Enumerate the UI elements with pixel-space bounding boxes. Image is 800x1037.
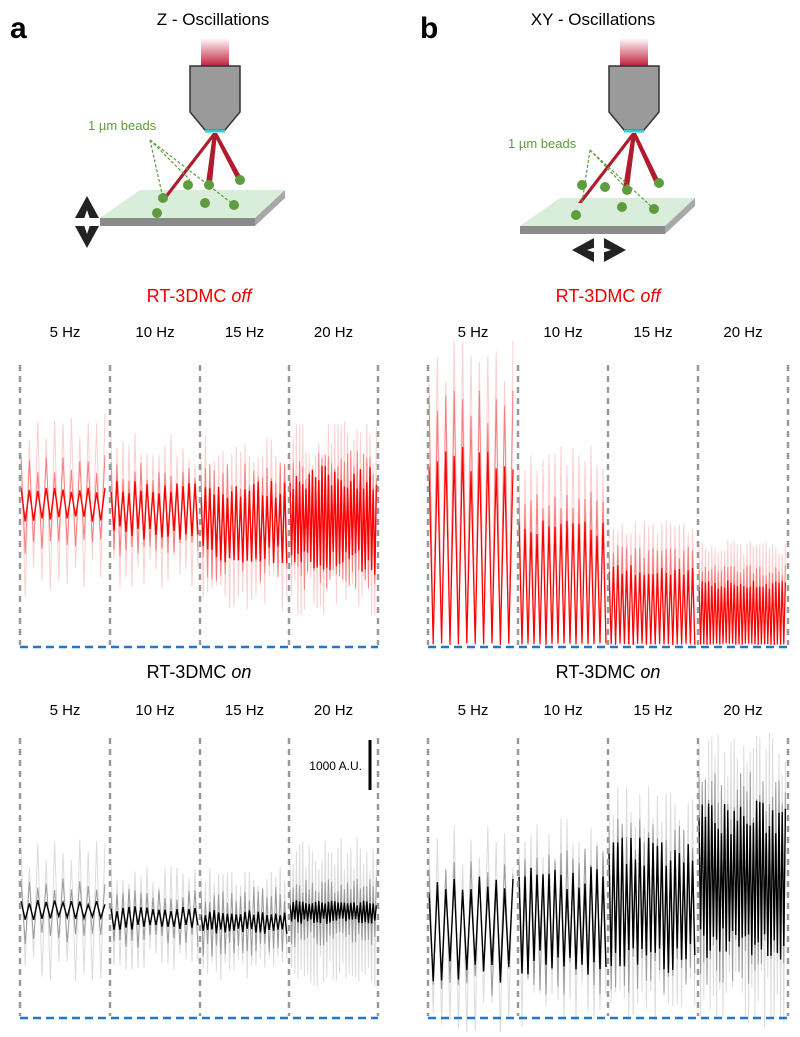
trace (428, 390, 514, 645)
trace (289, 421, 377, 616)
trace (428, 876, 514, 983)
frequency-label: 20 Hz (314, 702, 353, 719)
trace (20, 839, 106, 982)
panel-title: Z - Oscillations (157, 10, 269, 29)
microscope-diagram: 1 µm beads (75, 38, 285, 248)
trace (289, 465, 378, 575)
frequency-label: 5 Hz (50, 324, 81, 341)
frequency-label: 5 Hz (458, 324, 489, 341)
frequency-label: 15 Hz (225, 324, 264, 341)
scale-label: 1000 A.U. (309, 759, 362, 773)
trace (110, 481, 199, 540)
frequency-label: 15 Hz (633, 702, 672, 719)
condition-state: on (640, 662, 660, 682)
condition-name: RT-3DMC (556, 662, 641, 682)
panel-title: XY - Oscillations (531, 10, 655, 29)
trace (608, 837, 696, 973)
panel-letter: a (10, 12, 27, 45)
trace (698, 732, 786, 1029)
trace (110, 906, 199, 930)
condition-state: off (231, 286, 253, 306)
trace (289, 837, 377, 987)
trace (518, 520, 607, 645)
condition-state: off (640, 286, 662, 306)
condition-label: RT-3DMC on (556, 662, 661, 682)
trace (20, 413, 106, 597)
frequency-label: 10 Hz (543, 702, 582, 719)
frequency-label: 15 Hz (225, 702, 264, 719)
frequency-label: 10 Hz (543, 324, 582, 341)
panel-letter: b (420, 12, 438, 45)
condition-name: RT-3DMC (556, 286, 641, 306)
beads-label: 1 µm beads (88, 118, 157, 133)
frequency-label: 15 Hz (633, 324, 672, 341)
frequency-label: 20 Hz (723, 324, 762, 341)
frequency-label: 20 Hz (723, 702, 762, 719)
plots: RT-3DMC off 5 Hz 10 Hz 15 Hz 20 Hz RT-3DMC on… (18, 286, 790, 1035)
beads-label: 1 µm beads (508, 136, 577, 151)
trace (289, 877, 377, 947)
trace (200, 910, 288, 934)
trace (698, 772, 786, 985)
frequency-label: 5 Hz (458, 702, 489, 719)
trace (698, 800, 787, 960)
condition-label: RT-3DMC off (556, 286, 663, 306)
trace (428, 825, 514, 1035)
trace (20, 455, 106, 555)
frequency-label: 10 Hz (135, 702, 174, 719)
trace (20, 878, 106, 945)
frequency-label: 10 Hz (135, 324, 174, 341)
condition-name: RT-3DMC (147, 286, 232, 306)
trace (428, 446, 514, 646)
condition-label: RT-3DMC on (147, 662, 252, 682)
condition-name: RT-3DMC (147, 662, 232, 682)
trace (608, 565, 696, 646)
trace (20, 487, 106, 522)
frequency-label: 5 Hz (50, 702, 81, 719)
microscope-diagram: 1 µm beads (508, 38, 695, 262)
condition-label: RT-3DMC off (147, 286, 254, 306)
trace (20, 899, 106, 921)
trace (698, 580, 786, 646)
frequency-label: 20 Hz (314, 324, 353, 341)
condition-state: on (231, 662, 251, 682)
trace (289, 900, 378, 924)
trace (200, 480, 288, 564)
trace (518, 866, 607, 975)
